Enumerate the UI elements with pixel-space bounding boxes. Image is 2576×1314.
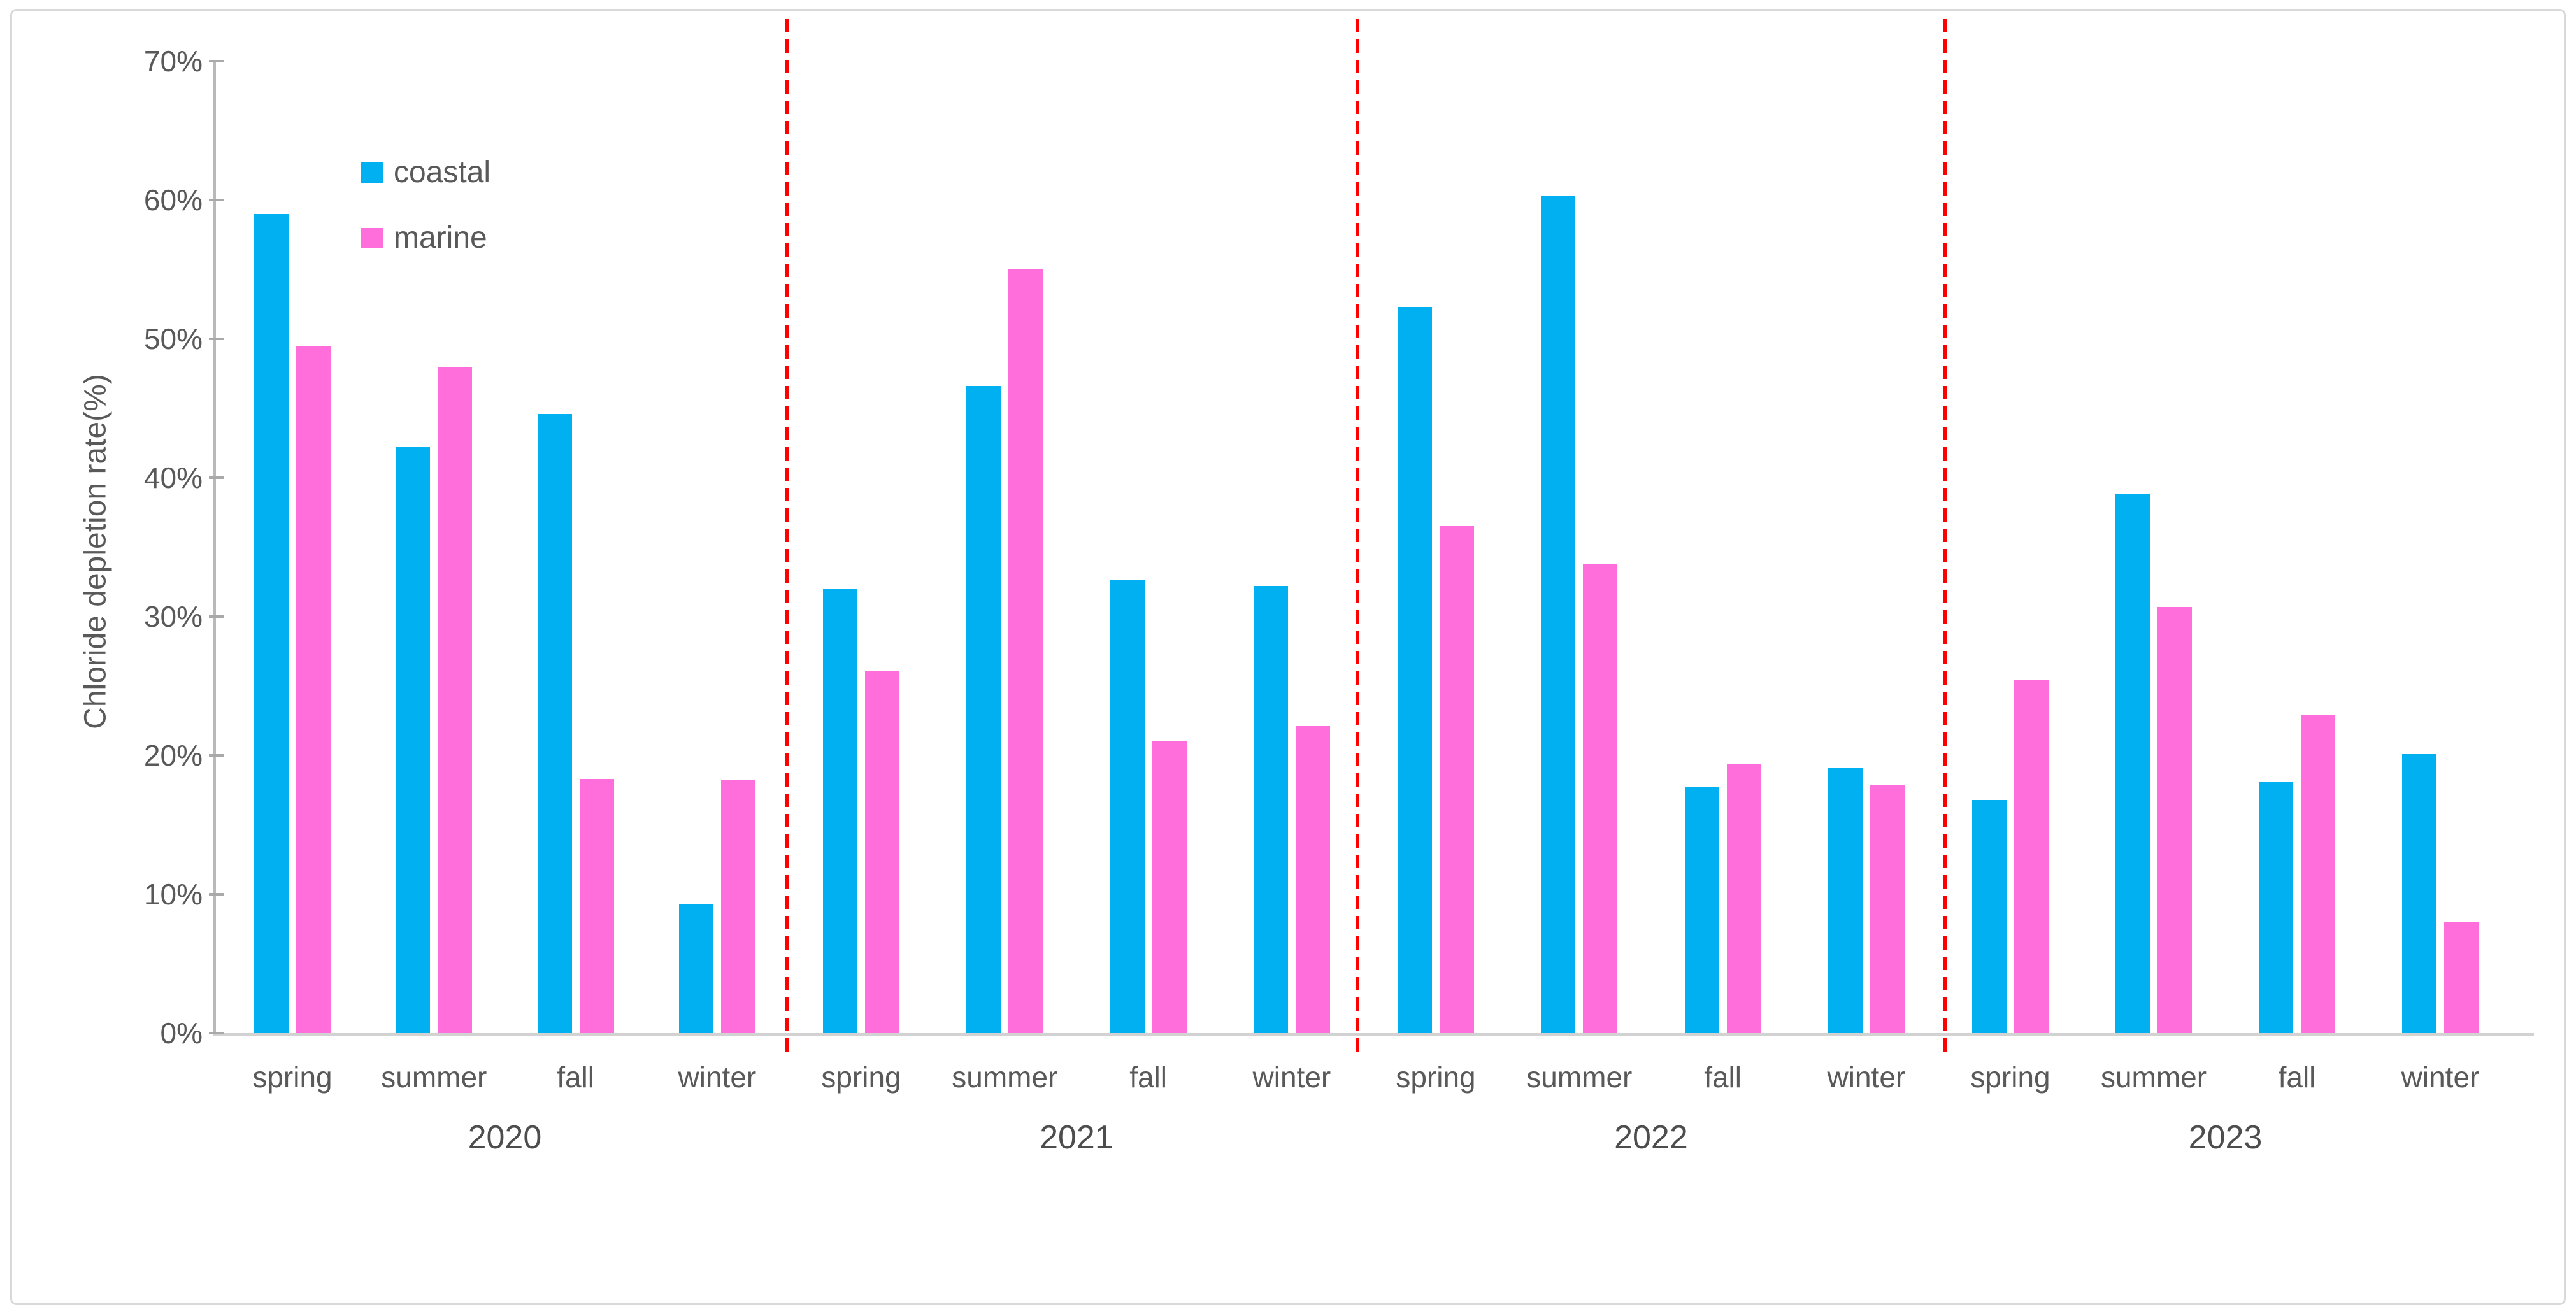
bar-coastal-2023-fall [2259, 782, 2293, 1033]
y-tick-label: 10% [143, 878, 203, 911]
legend-label: marine [394, 221, 487, 255]
bar-coastal-2022-spring [1398, 307, 1432, 1033]
legend-label: coastal [394, 155, 491, 189]
bar-marine-2020-fall [579, 779, 614, 1033]
y-tick-label: 0% [160, 1017, 203, 1050]
y-tick-label: 30% [143, 600, 203, 633]
x-tick-label-season: summer [381, 1060, 487, 1094]
bar-marine-2022-winter [1870, 785, 1905, 1033]
x-tick-label-season: fall [557, 1060, 594, 1094]
y-axis-tick [209, 199, 224, 201]
bar-marine-2020-summer [438, 367, 473, 1033]
bar-coastal-2021-spring [823, 589, 857, 1033]
x-tick-label-season: winter [2401, 1060, 2480, 1094]
bar-marine-2023-winter [2444, 922, 2479, 1033]
bar-marine-2022-spring [1440, 526, 1474, 1033]
bar-marine-2021-fall [1152, 741, 1187, 1033]
bar-marine-2023-summer [2157, 607, 2192, 1033]
year-separator-line [785, 19, 789, 1057]
year-separator-line [1943, 19, 1947, 1057]
x-axis-year-label: 2020 [468, 1119, 542, 1156]
bar-coastal-2021-winter [1253, 586, 1288, 1033]
y-axis-line [213, 60, 216, 1034]
legend-swatch-marine [361, 227, 383, 248]
y-axis-tick [209, 338, 224, 340]
x-tick-label-season: summer [952, 1060, 1058, 1094]
x-tick-label-season: summer [2100, 1060, 2207, 1094]
legend-swatch-coastal [361, 162, 383, 183]
y-tick-label: 70% [143, 45, 203, 78]
bar-marine-2021-winter [1295, 726, 1330, 1033]
bar-marine-2021-summer [1008, 269, 1043, 1033]
y-tick-label: 60% [143, 183, 203, 217]
bar-coastal-2023-spring [1972, 800, 2007, 1033]
bar-coastal-2020-summer [396, 447, 431, 1033]
x-axis-year-label: 2022 [1614, 1119, 1688, 1156]
x-tick-label-season: fall [1704, 1060, 1742, 1094]
bar-coastal-2023-summer [2115, 494, 2150, 1033]
x-axis-line [213, 1033, 2534, 1036]
bar-coastal-2022-winter [1828, 768, 1863, 1033]
y-axis-tick [209, 1032, 224, 1034]
bar-coastal-2021-summer [966, 386, 1001, 1033]
x-tick-label-season: fall [2278, 1060, 2316, 1094]
x-tick-label-season: spring [821, 1060, 901, 1094]
bar-marine-2023-fall [2301, 715, 2335, 1033]
x-tick-label-season: winter [1252, 1060, 1331, 1094]
bar-coastal-2020-winter [678, 904, 713, 1033]
x-tick-label-season: fall [1129, 1060, 1167, 1094]
y-tick-label: 20% [143, 739, 203, 772]
bar-coastal-2020-fall [537, 414, 572, 1033]
x-axis-year-label: 2021 [1040, 1119, 1113, 1156]
x-tick-label-season: spring [252, 1060, 333, 1094]
year-separator-line [1356, 19, 1359, 1057]
x-tick-label-season: summer [1526, 1060, 1633, 1094]
bar-coastal-2023-winter [2402, 754, 2436, 1033]
bar-marine-2020-spring [296, 346, 331, 1033]
x-tick-label-season: winter [678, 1060, 757, 1094]
bar-coastal-2020-spring [254, 214, 289, 1033]
y-tick-label: 40% [143, 461, 203, 494]
y-tick-label: 50% [143, 322, 203, 355]
y-axis-tick [209, 615, 224, 618]
x-tick-label-season: winter [1827, 1060, 1906, 1094]
bar-marine-2021-spring [865, 671, 899, 1033]
y-axis-tick [209, 60, 224, 62]
x-tick-label-season: spring [1970, 1060, 2050, 1094]
y-axis-tick [209, 893, 224, 896]
y-axis-tick [209, 476, 224, 479]
x-tick-label-season: spring [1396, 1060, 1476, 1094]
legend-item-coastal: coastal [361, 155, 490, 190]
bar-marine-2020-winter [720, 780, 755, 1033]
x-axis-year-label: 2023 [2188, 1119, 2263, 1156]
legend-item-marine: marine [361, 220, 487, 255]
bar-coastal-2022-summer [1541, 196, 1576, 1033]
bar-marine-2022-summer [1583, 564, 1618, 1033]
y-axis-title: Chloride depletion rate(%) [78, 374, 113, 729]
bar-coastal-2021-fall [1110, 580, 1145, 1033]
bar-marine-2022-fall [1726, 764, 1761, 1033]
bar-marine-2023-spring [2014, 680, 2049, 1033]
bar-coastal-2022-fall [1684, 787, 1719, 1033]
y-axis-tick [209, 754, 224, 757]
